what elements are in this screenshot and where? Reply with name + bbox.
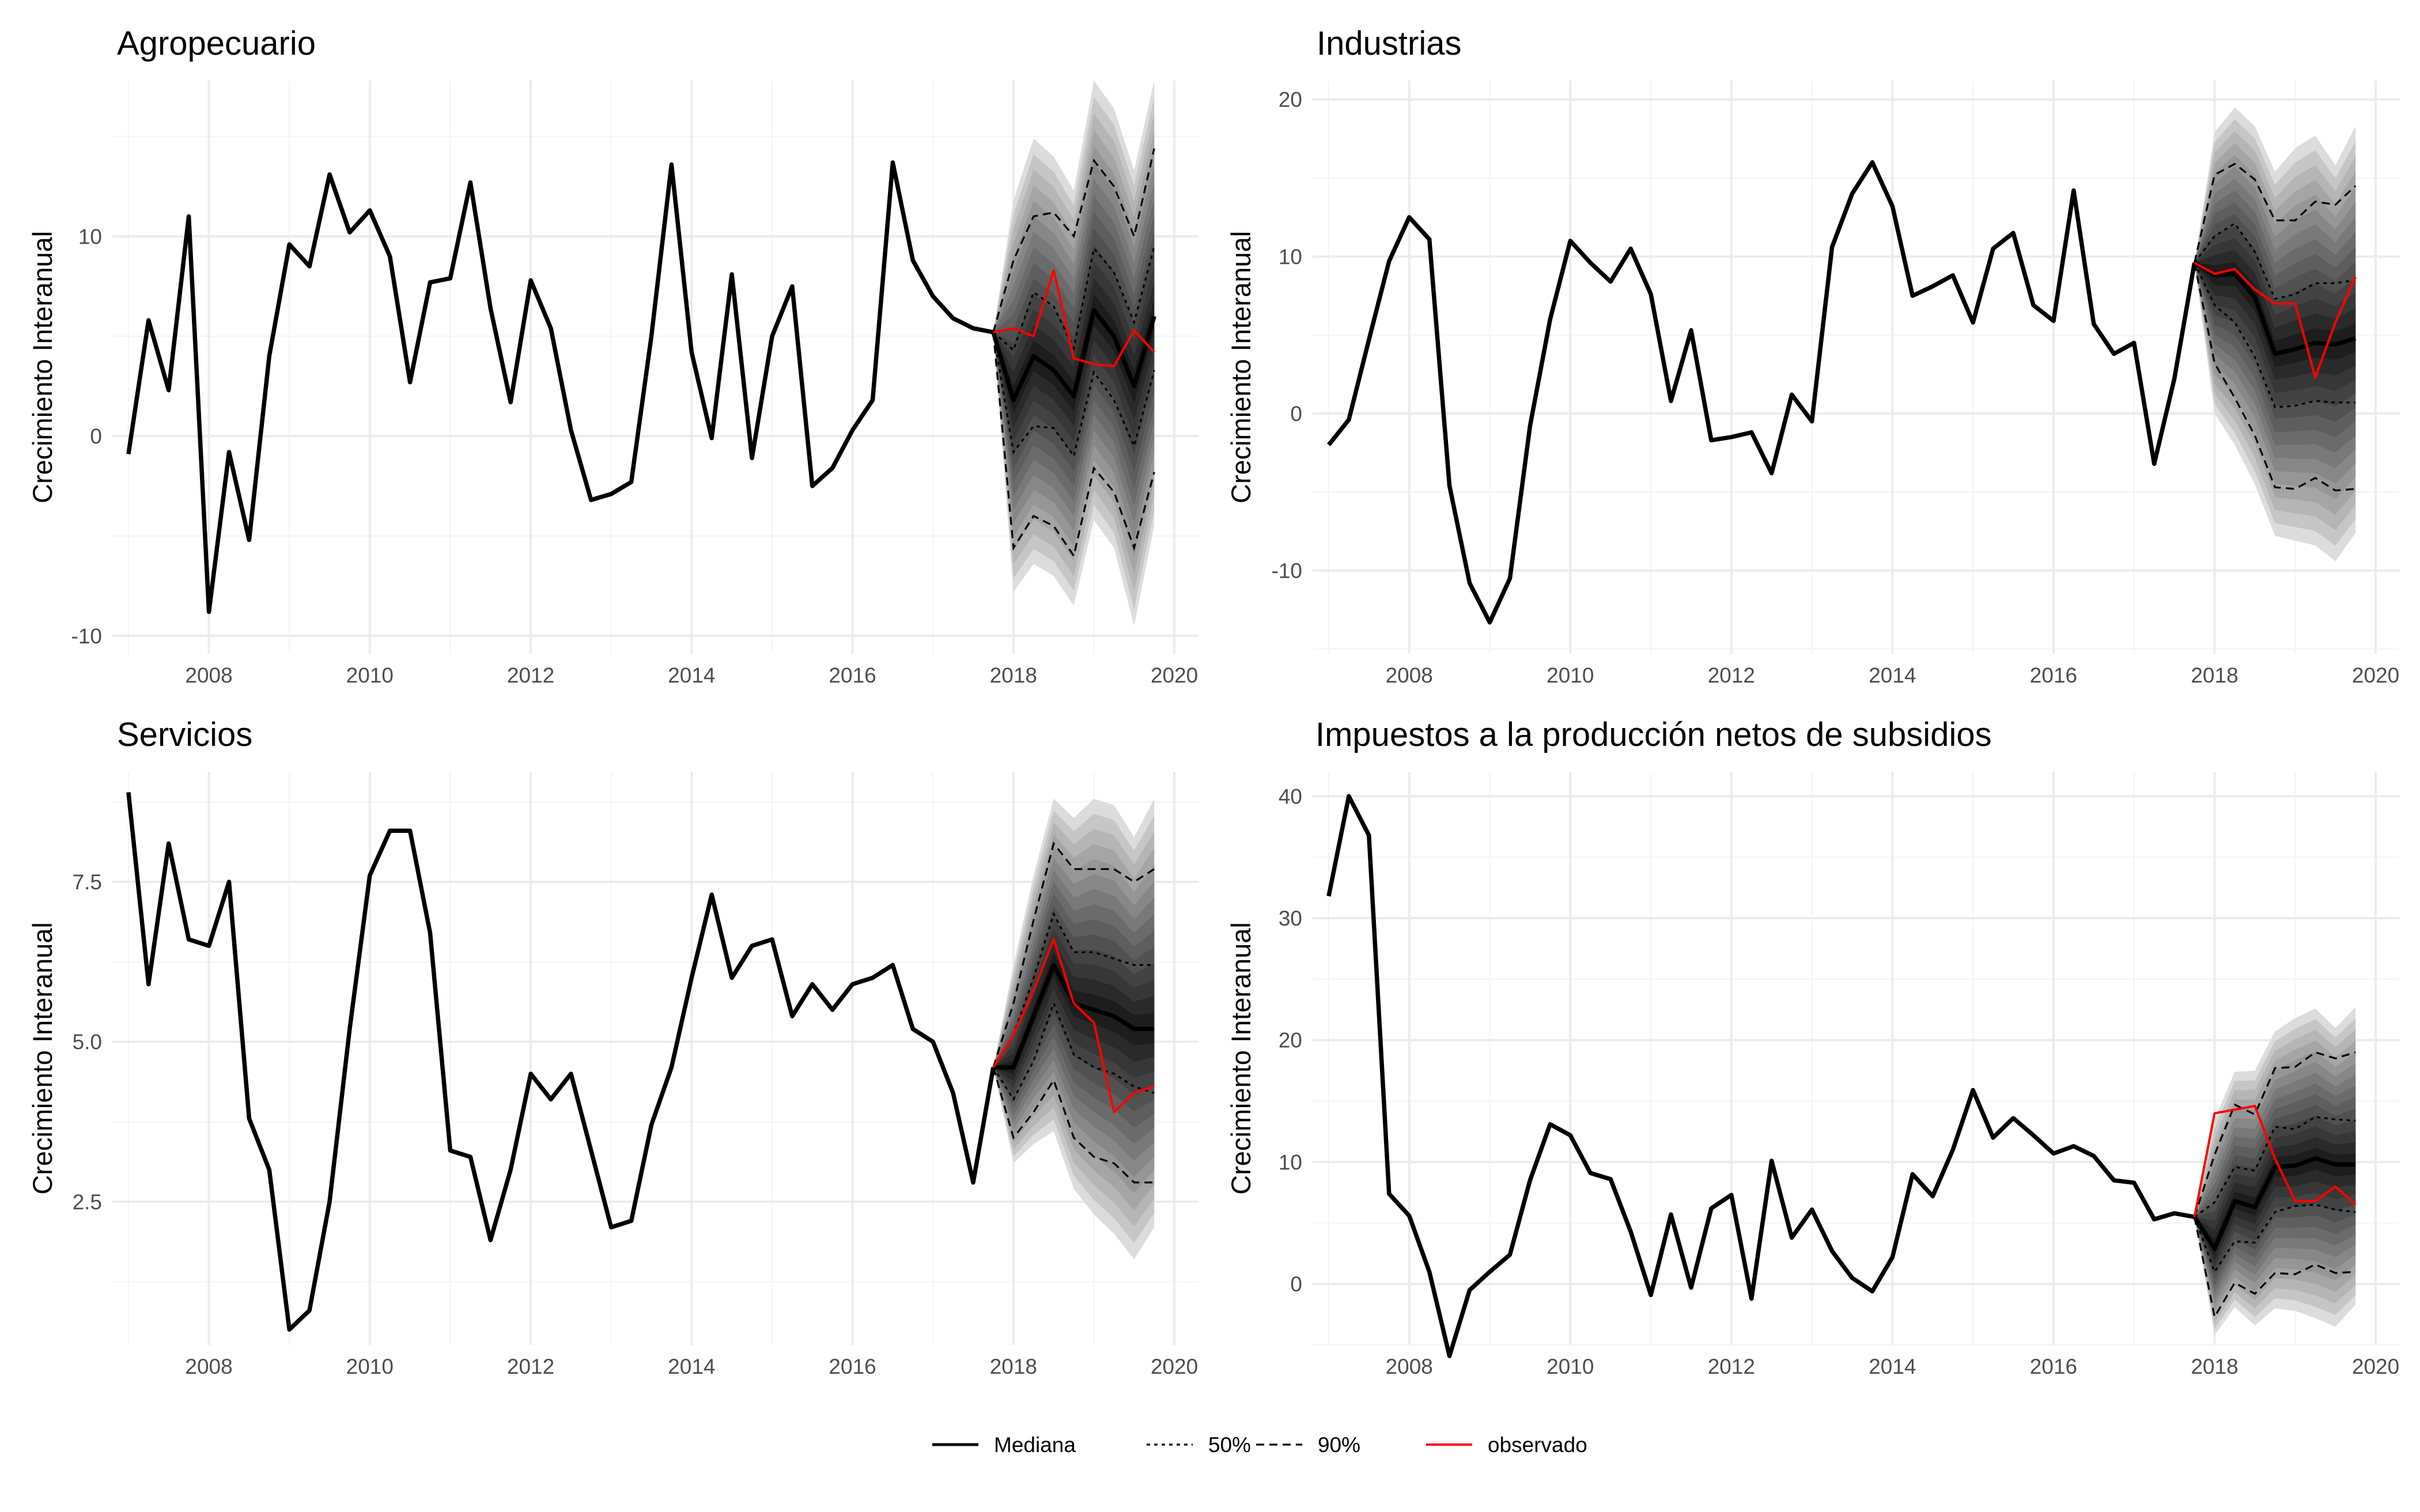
y-tick-label: 20 [1279,88,1302,112]
line-q95 [992,148,1155,333]
y-tick-label: 30 [1279,907,1302,930]
x-tick-label: 2018 [2191,1355,2238,1378]
y-axis-label: Crecimiento Interanual [1226,922,1256,1195]
line-q95 [2194,162,2357,263]
y-tick-label: 0 [90,425,102,448]
x-tick-label: 2016 [2030,664,2077,687]
legend: Mediana 50% 90% observado [932,1433,1587,1457]
fan-band [2194,107,2356,562]
x-tick-label: 2016 [829,1355,876,1378]
y-axis-label: Crecimiento Interanual [27,231,58,503]
series-observed [2194,262,2357,379]
fan-band [993,798,1155,1260]
x-tick-label: 2016 [829,664,876,687]
line-q25 [992,1001,1155,1101]
panel-title: Impuestos a la producción netos de subsi… [1315,716,1992,753]
legend-label: observado [1488,1433,1587,1457]
x-tick-label: 2012 [1708,664,1755,687]
x-tick-label: 2012 [1708,1355,1755,1378]
y-tick-label: 40 [1279,785,1302,808]
line-q95 [992,841,1155,1068]
y-tick-label: 10 [1279,1150,1302,1174]
line-q25 [2194,262,2356,408]
line-q75 [2194,1116,2356,1218]
series-observed [992,938,1155,1113]
y-tick-label: -10 [71,624,102,648]
series-median [2192,1156,2356,1251]
line-q05 [2194,262,2356,492]
x-tick-label: 2016 [2030,1355,2077,1378]
panel-title: Agropecuario [117,25,316,62]
chart-panel: Impuestos a la producción netos de subsi… [1226,716,2400,1378]
x-tick-label: 2020 [1151,664,1198,687]
x-tick-label: 2008 [185,1355,232,1378]
chart-panel: Servicios 2008 2010 2012 2014 2016 2018 2020 2.5… [27,716,1198,1378]
y-axis-label: Crecimiento Interanual [27,922,58,1195]
legend-label: 90% [1318,1433,1360,1457]
series-history [126,160,994,614]
panel-title: Industrias [1317,25,1461,62]
line-q75 [992,911,1155,1068]
y-tick-label: 2.5 [73,1190,102,1214]
legend-label: Mediana [994,1433,1076,1457]
major-grid [112,81,1198,654]
x-tick-label: 2008 [185,664,232,687]
series-history [1327,160,2197,625]
panel-title: Servicios [117,716,252,753]
fan-band [993,81,1155,626]
major-grid [112,772,1198,1345]
x-tick-label: 2020 [1151,1355,1198,1378]
x-tick-label: 2008 [1386,664,1433,687]
y-tick-label: 0 [1290,1272,1302,1296]
x-tick-label: 2014 [668,664,715,687]
y-tick-label: 5.0 [73,1030,102,1054]
line-q05 [992,1067,1155,1184]
line-q95 [2194,1051,2356,1218]
fan-layer [993,277,1155,428]
line-q25 [2194,1203,2356,1274]
fan-layer [993,294,1155,414]
x-tick-label: 2010 [1546,664,1594,687]
series-observed [993,269,1155,367]
x-tick-label: 2014 [1869,664,1916,687]
x-tick-label: 2014 [668,1355,715,1378]
fan-layer [2194,262,2356,367]
x-tick-label: 2018 [990,1355,1037,1378]
x-tick-label: 2010 [346,1355,394,1378]
series-history [126,792,996,1332]
chart-panel: Agropecuario 2008 2010 2012 2014 2016 2018 2020… [27,25,1198,687]
y-tick-label: 0 [1290,402,1302,426]
x-tick-label: 2018 [990,664,1037,687]
x-tick-label: 2020 [2352,1355,2399,1378]
x-tick-label: 2012 [507,664,554,687]
x-tick-label: 2020 [2352,664,2399,687]
x-tick-label: 2018 [2191,664,2238,687]
x-tick-label: 2012 [507,1355,554,1378]
line-q05 [2194,1217,2356,1320]
series-observed [2193,1105,2357,1218]
x-tick-label: 2010 [346,664,394,687]
series-history [1326,794,2195,1358]
line-q05 [992,332,1155,559]
x-tick-label: 2010 [1546,1355,1594,1378]
y-axis-label: Crecimiento Interanual [1226,231,1256,503]
y-tick-label: -10 [1272,559,1302,583]
series-median [991,308,1156,403]
y-tick-label: 20 [1279,1029,1302,1052]
fan-layer [993,953,1155,1074]
y-tick-label: 10 [78,225,102,248]
y-tick-label: 7.5 [73,870,102,894]
y-tick-label: 10 [1279,245,1302,268]
x-tick-label: 2014 [1869,1355,1916,1378]
legend-label: 50% [1208,1433,1251,1457]
line-q75 [2194,222,2356,300]
x-tick-label: 2008 [1386,1355,1433,1378]
